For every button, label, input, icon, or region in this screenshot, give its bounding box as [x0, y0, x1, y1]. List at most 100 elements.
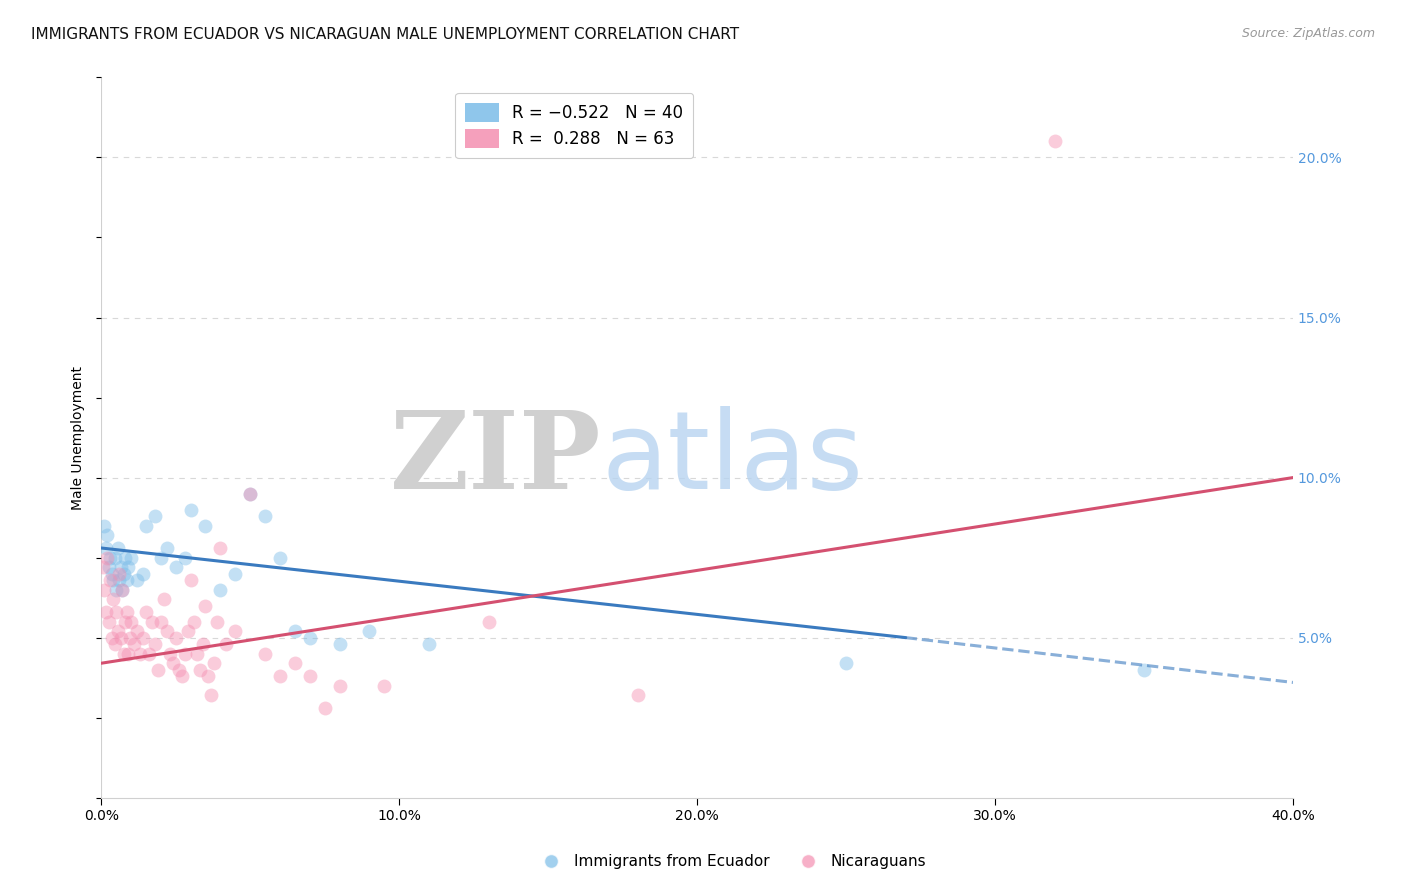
Point: [477, 615, 499, 629]
Point: [200, 688, 222, 702]
Point: [191, 637, 214, 651]
Point: [112, 566, 135, 581]
Point: [173, 550, 195, 565]
Point: [115, 573, 138, 587]
Point: [298, 669, 321, 683]
Point: [176, 624, 198, 639]
Point: [149, 550, 172, 565]
Point: [186, 647, 208, 661]
Point: [254, 647, 277, 661]
Point: [112, 647, 135, 661]
Point: [105, 605, 128, 619]
Point: [125, 573, 148, 587]
Point: [159, 647, 181, 661]
Point: [110, 560, 132, 574]
Point: [359, 624, 381, 639]
Point: [209, 582, 232, 597]
Point: [93, 518, 115, 533]
Point: [239, 486, 262, 500]
Point: [170, 669, 193, 683]
Point: [284, 624, 307, 639]
Point: [105, 582, 128, 597]
Point: [117, 647, 139, 661]
Point: [239, 486, 262, 500]
Point: [173, 647, 195, 661]
Point: [149, 615, 172, 629]
Point: [162, 657, 184, 671]
Point: [143, 637, 166, 651]
Legend: R = −0.522   N = 40, R =  0.288   N = 63: R = −0.522 N = 40, R = 0.288 N = 63: [456, 93, 693, 158]
Point: [269, 550, 291, 565]
Point: [114, 550, 136, 565]
Y-axis label: Male Unemployment: Male Unemployment: [72, 366, 86, 509]
Point: [152, 592, 174, 607]
Point: [120, 615, 142, 629]
Point: [100, 566, 122, 581]
Point: [626, 688, 648, 702]
Point: [269, 669, 291, 683]
Text: atlas: atlas: [602, 406, 863, 512]
Point: [197, 669, 219, 683]
Point: [183, 615, 205, 629]
Point: [104, 550, 127, 565]
Point: [165, 631, 187, 645]
Point: [194, 518, 217, 533]
Point: [373, 679, 395, 693]
Point: [180, 502, 202, 516]
Point: [224, 624, 246, 639]
Point: [93, 582, 115, 597]
Point: [1133, 663, 1156, 677]
Point: [209, 541, 232, 555]
Point: [418, 637, 440, 651]
Point: [125, 624, 148, 639]
Point: [100, 631, 122, 645]
Point: [110, 631, 132, 645]
Text: IMMIGRANTS FROM ECUADOR VS NICARAGUAN MALE UNEMPLOYMENT CORRELATION CHART: IMMIGRANTS FROM ECUADOR VS NICARAGUAN MA…: [31, 27, 740, 42]
Point: [101, 592, 124, 607]
Point: [194, 599, 217, 613]
Point: [129, 647, 152, 661]
Point: [146, 663, 169, 677]
Point: [835, 657, 858, 671]
Point: [329, 679, 352, 693]
Point: [94, 605, 117, 619]
Point: [254, 508, 277, 523]
Point: [118, 631, 141, 645]
Point: [111, 582, 134, 597]
Point: [141, 615, 163, 629]
Point: [204, 657, 226, 671]
Point: [98, 550, 121, 565]
Point: [91, 560, 114, 574]
Point: [117, 560, 139, 574]
Point: [180, 573, 202, 587]
Point: [284, 657, 307, 671]
Point: [188, 663, 211, 677]
Point: [135, 518, 157, 533]
Legend: Immigrants from Ecuador, Nicaraguans: Immigrants from Ecuador, Nicaraguans: [530, 848, 932, 875]
Point: [224, 566, 246, 581]
Point: [97, 560, 120, 574]
Point: [115, 605, 138, 619]
Point: [156, 541, 179, 555]
Point: [132, 631, 155, 645]
Point: [96, 550, 118, 565]
Point: [114, 615, 136, 629]
Point: [167, 663, 190, 677]
Point: [138, 647, 160, 661]
Point: [165, 560, 187, 574]
Point: [97, 615, 120, 629]
Point: [111, 582, 134, 597]
Text: Source: ZipAtlas.com: Source: ZipAtlas.com: [1241, 27, 1375, 40]
Point: [314, 701, 336, 715]
Point: [98, 573, 121, 587]
Point: [94, 541, 117, 555]
Point: [122, 637, 145, 651]
Text: ZIP: ZIP: [391, 406, 602, 512]
Point: [104, 637, 127, 651]
Point: [108, 566, 131, 581]
Point: [107, 541, 129, 555]
Point: [207, 615, 229, 629]
Point: [329, 637, 352, 651]
Point: [215, 637, 238, 651]
Point: [120, 550, 142, 565]
